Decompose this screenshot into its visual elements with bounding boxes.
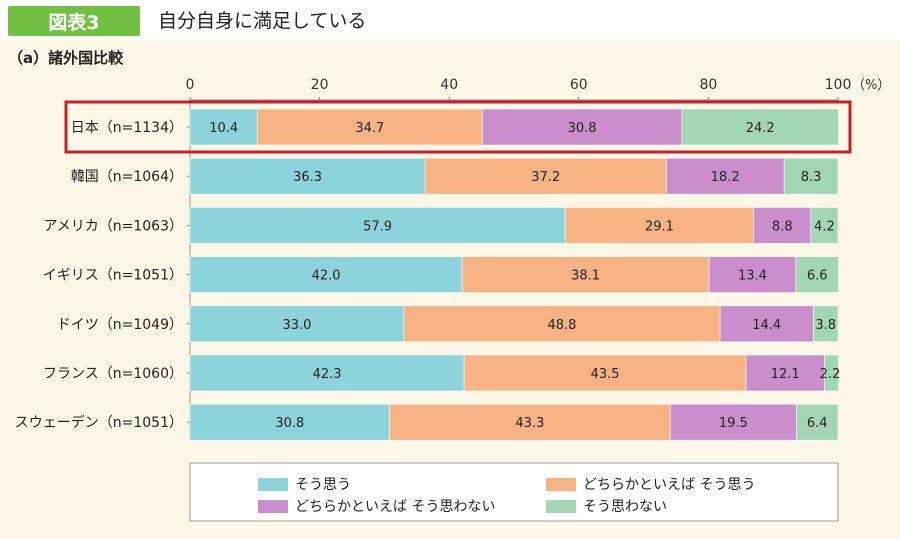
value-label: 57.9 (363, 219, 392, 234)
x-unit-label: （%） (852, 78, 890, 93)
value-label: 38.1 (571, 269, 600, 284)
bar-segment (669, 403, 797, 441)
value-label: 4.2 (814, 219, 835, 234)
value-label: 8.3 (801, 170, 822, 185)
bar-segment (189, 256, 463, 293)
bar-segment (719, 305, 814, 343)
value-label: 3.8 (815, 318, 836, 333)
bar-segment (753, 207, 812, 244)
legend-swatch (258, 500, 288, 513)
bar-segment (189, 207, 566, 244)
bar-segment (481, 108, 683, 146)
value-label: 33.0 (282, 318, 311, 333)
bar-segment (810, 207, 839, 244)
bar-segment (813, 305, 839, 343)
bar-segment (824, 354, 839, 392)
value-label: 18.2 (711, 170, 740, 185)
x-tick-label: 60 (570, 77, 588, 93)
legend-swatch (546, 500, 576, 513)
x-tick-label: 80 (699, 77, 717, 93)
value-label: 30.8 (275, 416, 304, 431)
legend-label: どちらかといえば そう思う (583, 477, 755, 493)
x-tick-label: 20 (311, 77, 329, 93)
legend-swatch (258, 478, 288, 491)
category-label: ドイツ（n=1049） (57, 317, 183, 333)
category-label: 日本（n=1134） (71, 120, 183, 136)
value-label: 6.6 (807, 269, 828, 284)
legend-label: そう思わない (583, 499, 667, 515)
category-label: 韓国（n=1064） (71, 169, 183, 185)
bar-segment (403, 305, 721, 343)
bar-segment (665, 157, 785, 195)
bar-segment (424, 157, 667, 195)
value-label: 42.0 (312, 269, 341, 284)
x-tick-label: 0 (186, 77, 195, 93)
value-label: 34.7 (355, 121, 384, 136)
value-label: 12.1 (771, 367, 800, 382)
value-label: 10.4 (209, 121, 238, 136)
value-label: 37.2 (531, 170, 560, 185)
value-label: 42.3 (313, 367, 342, 382)
figure-number-tag: 図表3 (8, 6, 140, 36)
category-label: スウェーデン（n=1051） (15, 414, 183, 431)
bar-segment (461, 256, 710, 293)
value-label: 30.8 (568, 121, 597, 136)
bar-segment (257, 108, 483, 146)
category-label: フランス（n=1060） (43, 366, 183, 382)
bar-segment (745, 354, 825, 392)
value-label: 36.3 (293, 170, 322, 185)
legend-box (189, 462, 839, 522)
value-label: 29.1 (645, 219, 674, 234)
value-label: 48.8 (547, 318, 576, 333)
value-label: 24.2 (746, 121, 775, 136)
value-label: 8.8 (772, 219, 793, 234)
bar-segment (783, 157, 839, 195)
value-label: 2.2 (820, 367, 841, 382)
bar-segment (795, 256, 839, 293)
bar-segment (681, 108, 839, 146)
category-label: アメリカ（n=1063） (43, 218, 183, 234)
legend-label: どちらかといえば そう思わない (295, 499, 495, 515)
figure-title: 自分自身に満足している (158, 10, 367, 32)
bar-segment (189, 108, 258, 146)
x-tick-label: 100 (825, 77, 852, 93)
value-label: 43.3 (515, 416, 544, 431)
x-tick-label: 40 (440, 77, 458, 93)
legend-label: そう思う (295, 477, 351, 493)
value-label: 13.4 (738, 269, 767, 284)
value-label: 14.4 (752, 318, 781, 333)
bar-segment (564, 207, 755, 244)
bar-segment (796, 403, 839, 441)
bar-segment (463, 354, 747, 392)
highlight-box (64, 100, 852, 154)
legend-swatch (546, 478, 576, 491)
bar-segment (189, 305, 405, 343)
bar-segment (708, 256, 797, 293)
value-label: 43.5 (591, 367, 620, 382)
chart-subtitle: （a）諸外国比較 (8, 49, 124, 67)
category-label: イギリス（n=1051） (43, 268, 183, 284)
value-label: 6.4 (807, 416, 828, 431)
value-label: 19.5 (719, 416, 748, 431)
